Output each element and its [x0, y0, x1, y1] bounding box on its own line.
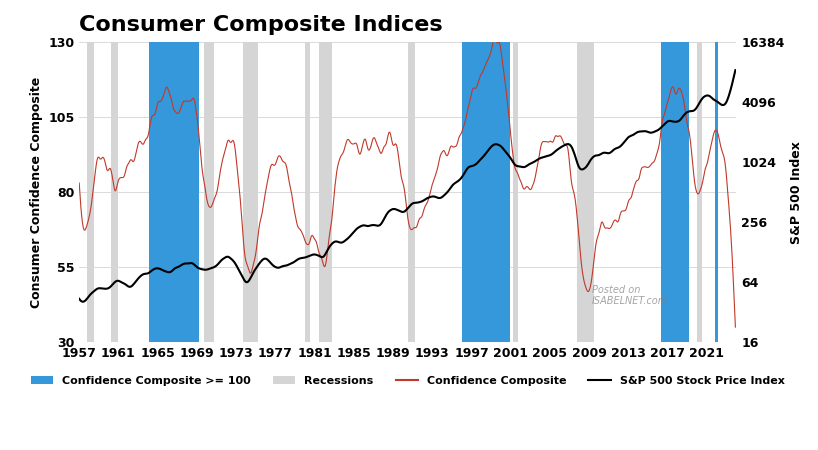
- Bar: [305, 42, 310, 342]
- Text: Posted on
ISABELNET.com: Posted on ISABELNET.com: [591, 284, 668, 306]
- Text: Consumer Composite Indices: Consumer Composite Indices: [79, 15, 443, 35]
- Y-axis label: Consumer Confidence Composite: Consumer Confidence Composite: [29, 76, 43, 308]
- Legend: Confidence Composite >= 100, Recessions, Confidence Composite, S&P 500 Stock Pri: Confidence Composite >= 100, Recessions,…: [26, 372, 789, 391]
- Y-axis label: S&P 500 Index: S&P 500 Index: [790, 141, 803, 243]
- Bar: [87, 42, 94, 342]
- Bar: [244, 42, 258, 342]
- Bar: [111, 42, 119, 342]
- Bar: [320, 42, 332, 342]
- Bar: [577, 42, 594, 342]
- Bar: [204, 42, 214, 342]
- Bar: [407, 42, 415, 342]
- Bar: [697, 42, 702, 342]
- Bar: [513, 42, 518, 342]
